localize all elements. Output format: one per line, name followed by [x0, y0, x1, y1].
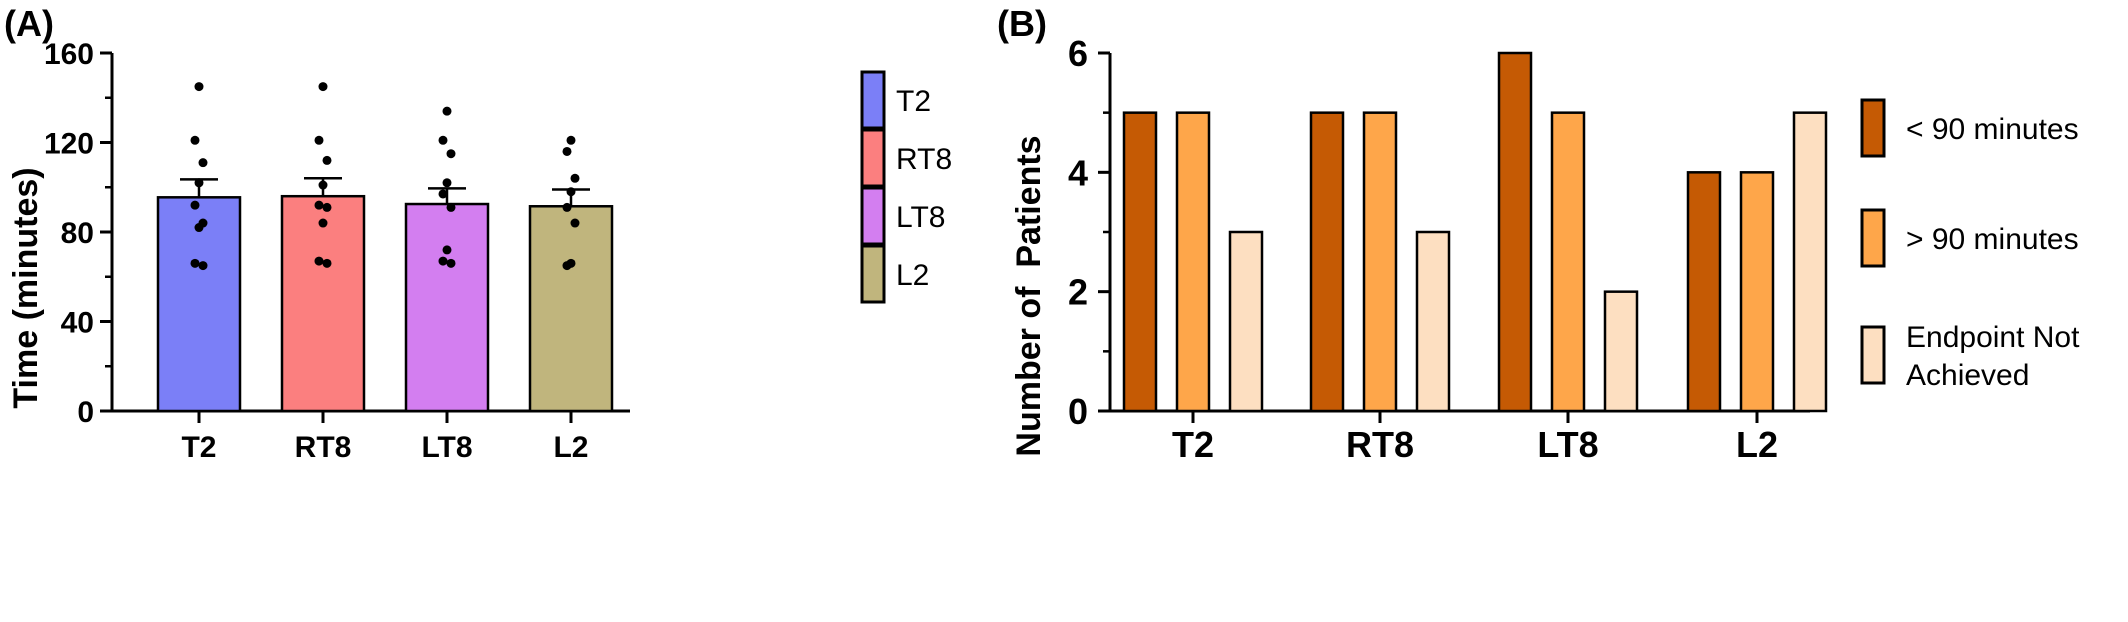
data-point-t2 — [190, 258, 200, 268]
data-point-l2 — [562, 261, 572, 271]
bar-l2-series-3 — [1792, 111, 1828, 413]
bar-t2-series-1 — [1122, 111, 1158, 413]
x-tick-label-a: LT8 — [421, 431, 472, 464]
legend-label-series-3-line-1: Endpoint Not — [1906, 321, 2080, 354]
legend-label-lt8: LT8 — [896, 201, 945, 234]
plot-area-b: 0 2 4 6 T2 RT8 LT8 L2 — [1068, 33, 1828, 465]
data-point-lt8 — [442, 245, 452, 255]
legend-label-series-3: Endpoint Not Achieved — [1906, 321, 2080, 392]
y-tick-label-b: 0 — [1068, 391, 1088, 432]
data-point-rt8 — [318, 82, 328, 92]
data-point-rt8 — [322, 202, 332, 212]
bar-lt8-series-1 — [1497, 51, 1533, 413]
data-point-lt8 — [442, 106, 452, 116]
y-tick-label-b: 4 — [1068, 152, 1088, 193]
y-tick-label-a: 120 — [44, 128, 94, 161]
y-axis-label-b: Number of Patients — [1010, 135, 1048, 456]
y-tick-label-b: 2 — [1068, 272, 1088, 313]
y-axis-label-a: Time (minutes) — [7, 167, 45, 408]
bar-lt8-series-2 — [1550, 111, 1586, 413]
data-point-rt8 — [318, 180, 328, 190]
legend-swatch-rt8 — [860, 128, 886, 188]
data-point-t2 — [198, 261, 208, 271]
data-point-lt8 — [438, 256, 448, 266]
panel-b: (B) Number of Patients 0 2 4 6 T2 RT8 LT8 L2 < … — [997, 3, 2080, 465]
data-point-rt8 — [314, 200, 324, 210]
data-point-t2 — [190, 200, 200, 210]
legend-swatch-series-2 — [1860, 208, 1886, 268]
legend-label-t2: T2 — [896, 85, 931, 118]
data-point-l2 — [566, 187, 576, 197]
bar-l2-series-1 — [1686, 171, 1722, 413]
data-point-rt8 — [322, 258, 332, 268]
legend-label-rt8: RT8 — [896, 143, 952, 176]
data-point-lt8 — [446, 149, 456, 159]
x-tick-label-b: L2 — [1736, 424, 1778, 465]
data-point-lt8 — [438, 189, 448, 199]
legend-b: < 90 minutes > 90 minutes Endpoint Not Achi… — [1860, 98, 2080, 392]
legend-a: T2 RT8 LT8 L2 — [860, 70, 952, 304]
bar-lt8-series-3 — [1603, 290, 1639, 413]
legend-swatch-series-3 — [1860, 325, 1886, 385]
x-tick-label-a: L2 — [553, 431, 588, 464]
data-point-lt8 — [446, 202, 456, 212]
x-tick-label-b: T2 — [1172, 424, 1214, 465]
data-point-l2 — [562, 202, 572, 212]
bar-l2 — [528, 205, 614, 413]
y-tick-label-a: 160 — [44, 38, 94, 71]
x-tick-label-a: T2 — [181, 431, 216, 464]
y-tick-label-a: 0 — [77, 396, 94, 429]
legend-label-series-3-line-2: Achieved — [1906, 359, 2029, 392]
data-point-rt8 — [322, 155, 332, 165]
bar-lt8 — [404, 202, 490, 413]
x-tick-label-a: RT8 — [295, 431, 352, 464]
data-point-l2 — [562, 146, 572, 156]
bar-t2-series-2 — [1175, 111, 1211, 413]
y-tick-label-a: 40 — [61, 307, 94, 340]
panel-a: (A) Time (minutes) 0 40 80 120 160 T2 RT8 LT8 L2… — [4, 3, 952, 464]
legend-swatch-t2 — [860, 70, 886, 130]
data-point-l2 — [566, 135, 576, 145]
bar-rt8-series-2 — [1362, 111, 1398, 413]
data-point-t2 — [198, 158, 208, 168]
legend-label-series-1: < 90 minutes — [1906, 113, 2079, 146]
data-point-rt8 — [318, 218, 328, 228]
data-point-rt8 — [314, 135, 324, 145]
bar-t2-series-3 — [1228, 230, 1264, 413]
x-tick-label-b: RT8 — [1346, 424, 1414, 465]
data-point-lt8 — [446, 258, 456, 268]
data-point-l2 — [570, 218, 580, 228]
panel-label-b: (B) — [997, 3, 1047, 44]
bar-l2-series-2 — [1739, 171, 1775, 413]
data-point-l2 — [570, 173, 580, 183]
data-point-lt8 — [442, 178, 452, 188]
data-point-t2 — [194, 82, 204, 92]
bar-rt8-series-1 — [1309, 111, 1345, 413]
data-point-t2 — [194, 178, 204, 188]
legend-label-l2: L2 — [896, 259, 929, 292]
panel-label-a: (A) — [4, 3, 54, 44]
plot-area-a: 0 40 80 120 160 T2 RT8 LT8 L2 — [44, 38, 630, 464]
x-tick-label-b: LT8 — [1537, 424, 1598, 465]
y-tick-label-b: 6 — [1068, 33, 1088, 74]
legend-label-series-2: > 90 minutes — [1906, 223, 2079, 256]
data-point-t2 — [194, 223, 204, 233]
bar-rt8 — [280, 194, 366, 413]
data-point-rt8 — [314, 256, 324, 266]
data-point-lt8 — [438, 135, 448, 145]
bar-rt8-series-3 — [1415, 230, 1451, 413]
data-point-t2 — [190, 135, 200, 145]
legend-swatch-lt8 — [860, 186, 886, 246]
legend-swatch-series-1 — [1860, 98, 1886, 158]
y-tick-label-a: 80 — [61, 217, 94, 250]
legend-swatch-l2 — [860, 244, 886, 304]
bar-t2 — [156, 196, 242, 413]
